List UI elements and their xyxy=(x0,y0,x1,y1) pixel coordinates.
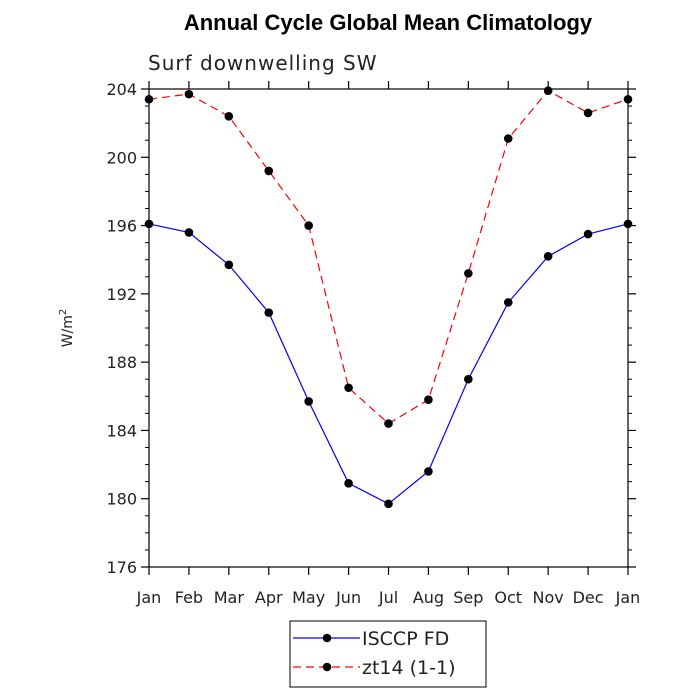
x-tick-label: Jan xyxy=(136,588,162,607)
series-1-point xyxy=(344,383,353,393)
series-0-point xyxy=(184,228,194,237)
series-1-point xyxy=(464,269,473,278)
series-1-point xyxy=(583,108,593,118)
y-tick-label: 200 xyxy=(106,148,137,167)
x-tick-label: Mar xyxy=(214,588,245,607)
series-0-point xyxy=(583,229,593,239)
series-1-point xyxy=(184,89,194,99)
y-tick-label: 176 xyxy=(106,558,137,577)
series-1-point xyxy=(304,221,313,230)
y-tick-label: 204 xyxy=(106,80,137,99)
series-lines xyxy=(144,86,633,509)
y-axis-label: W/m2 xyxy=(58,309,76,348)
legend-label-1: zt14 (1-1) xyxy=(362,657,456,679)
series-line-1 xyxy=(148,89,629,425)
series-1-point xyxy=(543,86,553,96)
series-0-point xyxy=(464,374,473,384)
y-tick-labels: 176 180 184 188 192 196 200 204 xyxy=(106,80,137,577)
chart-title: Annual Cycle Global Mean Climatology xyxy=(184,10,593,35)
x-tick-label: Sep xyxy=(453,588,483,607)
x-tick-label: Oct xyxy=(494,588,522,607)
series-0-point xyxy=(543,251,553,261)
legend: ISCCP FD zt14 (1-1) xyxy=(289,620,487,688)
x-tick-label: Aug xyxy=(413,588,444,607)
series-0-point xyxy=(344,479,353,488)
series-0-point xyxy=(224,260,234,270)
x-tick-label: Nov xyxy=(533,588,564,607)
x-tick-label: Dec xyxy=(573,588,604,607)
series-1-point xyxy=(384,419,393,428)
x-tick-labels: Jan Feb Mar Apr May Jun Jul Aug Sep Oct Nov Dec Jan xyxy=(136,588,641,607)
series-0-point xyxy=(304,397,313,406)
legend-box xyxy=(289,620,487,688)
x-tick-label: Jul xyxy=(378,588,398,607)
series-0-point xyxy=(503,298,513,307)
legend-label-0: ISCCP FD xyxy=(362,628,449,650)
series-1-point xyxy=(503,134,513,143)
y-tick-label: 184 xyxy=(106,421,137,440)
chart-subtitle: Surf downwelling SW xyxy=(148,51,378,75)
series-0-point xyxy=(384,499,393,509)
series-1-point xyxy=(264,166,274,176)
legend-marker-0 xyxy=(322,633,332,643)
axis-ticks xyxy=(141,81,636,575)
x-tick-label: Jun xyxy=(335,588,361,607)
x-tick-label: May xyxy=(292,588,325,607)
x-tick-label: Apr xyxy=(255,588,283,607)
series-0-point xyxy=(264,308,274,317)
series-0-point xyxy=(424,467,433,476)
series-1-point xyxy=(224,112,234,121)
series-1-point xyxy=(424,395,433,405)
y-tick-label: 188 xyxy=(106,353,137,372)
y-axis-label-superscript: 2 xyxy=(58,309,69,315)
series-line-0 xyxy=(148,223,629,505)
legend-marker-1 xyxy=(322,662,332,672)
x-tick-label: Feb xyxy=(175,588,203,607)
y-axis-label-base: W/m xyxy=(60,315,76,347)
y-tick-label: 196 xyxy=(106,217,137,236)
plot-frame xyxy=(148,88,629,568)
y-tick-label: 192 xyxy=(106,285,137,304)
x-tick-label: Jan xyxy=(615,588,641,607)
y-tick-label: 180 xyxy=(106,490,137,509)
